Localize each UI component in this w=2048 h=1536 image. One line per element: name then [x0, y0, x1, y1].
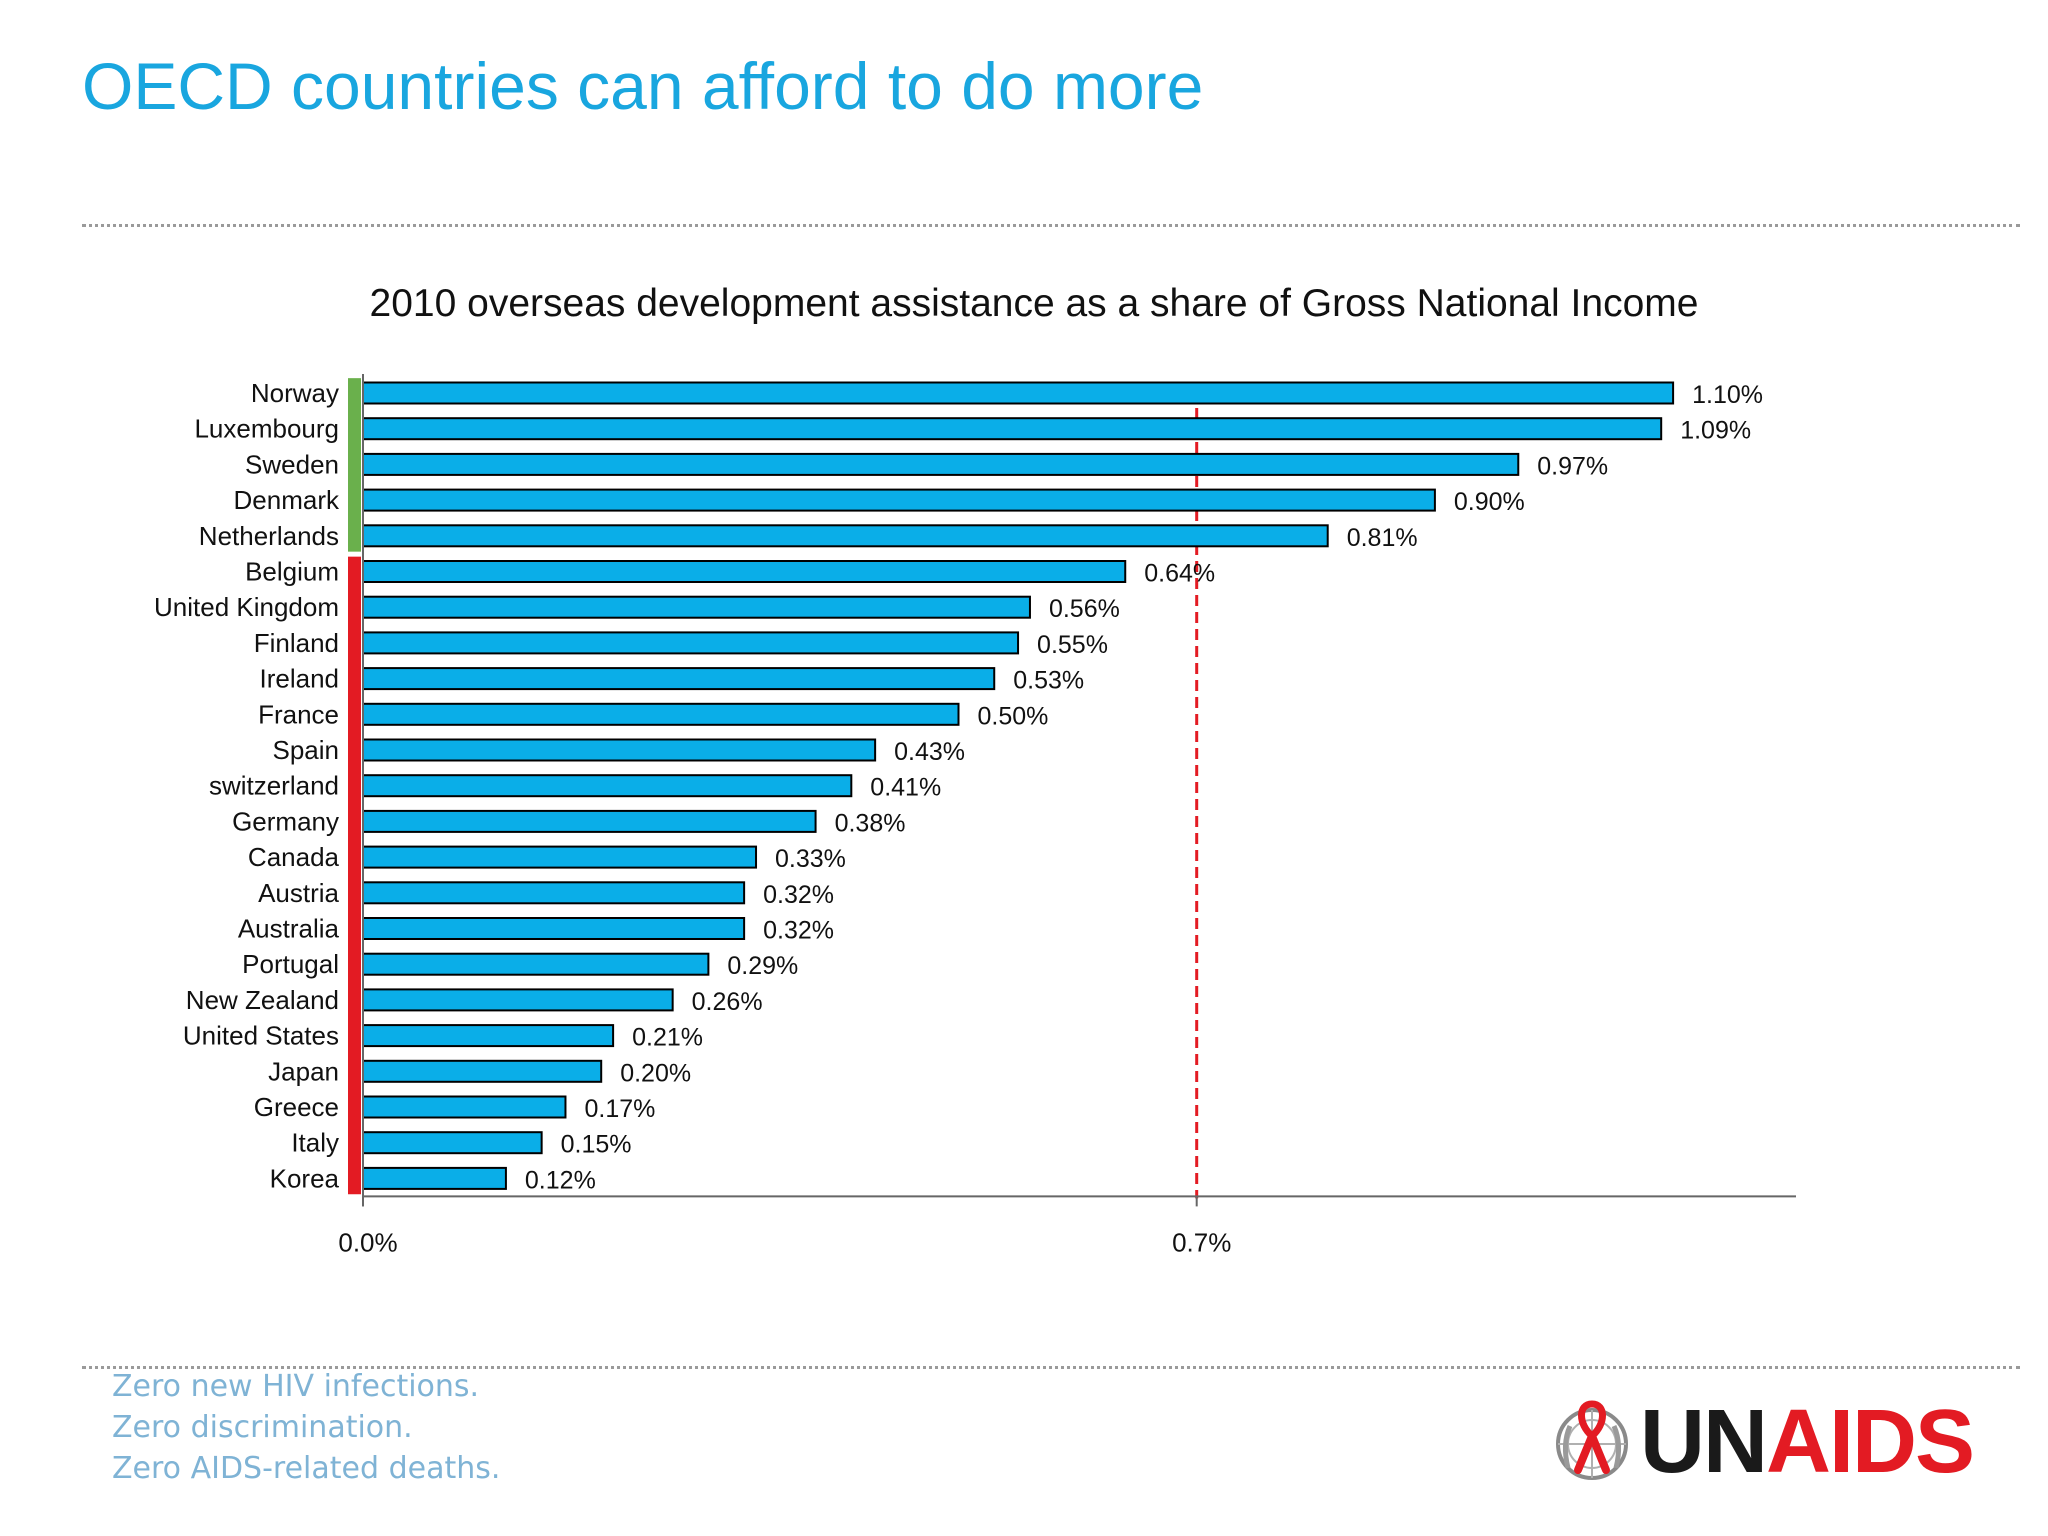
bar-switzerland [362, 774, 853, 798]
logo-text-aids: AIDS [1766, 1392, 1975, 1492]
unaids-logo: UNAIDS [1548, 1392, 1975, 1492]
bar-norway [362, 381, 1675, 405]
value-label: 0.50% [978, 702, 1049, 730]
category-label: Spain [273, 735, 340, 765]
value-label: 1.10% [1692, 381, 1763, 409]
bar-australia [362, 917, 746, 940]
bar-united-states [362, 1024, 615, 1048]
category-label: Belgium [245, 557, 339, 587]
value-label: 0.17% [584, 1095, 655, 1123]
group-marker-0 [348, 378, 361, 552]
category-label: United States [183, 1021, 339, 1051]
category-label: Denmark [234, 485, 340, 515]
category-label: Luxembourg [194, 414, 339, 444]
bar-germany [362, 809, 817, 833]
x-tick-label: 0.7% [1172, 1227, 1231, 1257]
category-label: Canada [248, 842, 340, 872]
bar-greece [362, 1095, 567, 1119]
value-label: 0.12% [525, 1166, 596, 1194]
category-label: France [258, 699, 339, 729]
category-label: Norway [251, 378, 339, 408]
chart-title: 2010 overseas development assistance as … [370, 282, 1699, 325]
bar-ireland [362, 667, 996, 691]
bar-luxembourg [362, 417, 1663, 441]
bar-france [362, 702, 960, 726]
category-label: Sweden [245, 449, 339, 479]
category-label: Korea [270, 1163, 340, 1193]
tagline-line-3: Zero AIDS-related deaths. [112, 1451, 501, 1486]
logo-text-un: UN [1640, 1392, 1768, 1492]
category-label: Germany [232, 806, 339, 836]
value-label: 0.29% [727, 952, 798, 980]
value-label: 0.53% [1013, 667, 1084, 695]
category-label: Japan [268, 1056, 339, 1086]
bar-italy [362, 1131, 543, 1155]
value-label: 0.56% [1049, 595, 1120, 623]
value-label: 0.81% [1347, 524, 1418, 552]
value-label: 0.90% [1454, 488, 1525, 516]
bottom-divider [82, 1366, 2020, 1369]
bar-netherlands [362, 524, 1329, 548]
value-label: 0.32% [763, 881, 834, 909]
category-label: Finland [254, 628, 339, 658]
category-label: Netherlands [199, 521, 339, 551]
value-label: 0.26% [692, 988, 763, 1016]
footer-tagline: Zero new HIV infections. Zero discrimina… [112, 1366, 500, 1489]
value-label: 0.20% [620, 1059, 691, 1087]
bar-finland [362, 631, 1020, 655]
tagline-line-2: Zero discrimination. [112, 1410, 413, 1445]
logo-wordmark: UNAIDS [1640, 1392, 1975, 1492]
value-label: 0.64% [1144, 560, 1215, 588]
value-label: 0.21% [632, 1024, 703, 1052]
slide-title: OECD countries can afford to do more [82, 49, 1204, 123]
category-label: Portugal [242, 949, 339, 979]
category-label: Greece [254, 1092, 339, 1122]
un-emblem-ribbon-icon [1556, 1400, 1628, 1480]
value-label: 0.33% [775, 845, 846, 873]
group-marker-1 [348, 556, 361, 1195]
category-label: Australia [238, 914, 340, 944]
bar-sweden [362, 452, 1520, 476]
bar-korea [362, 1166, 507, 1190]
value-label: 1.09% [1680, 417, 1751, 445]
category-label: Austria [258, 878, 339, 908]
bar-canada [362, 845, 758, 869]
value-label: 0.38% [835, 809, 906, 837]
bar-denmark [362, 488, 1436, 512]
value-label: 0.15% [561, 1131, 632, 1159]
value-label: 0.97% [1537, 452, 1608, 480]
category-label: United Kingdom [154, 592, 339, 622]
tagline-line-1: Zero new HIV infections. [112, 1369, 480, 1404]
bar-new-zealand [362, 988, 674, 1012]
value-label: 0.32% [763, 917, 834, 945]
category-label: Italy [291, 1128, 339, 1158]
value-label: 0.55% [1037, 631, 1108, 659]
top-divider [82, 224, 2020, 227]
x-tick-label: 0.0% [338, 1227, 397, 1257]
value-label: 0.43% [894, 738, 965, 766]
category-label: New Zealand [186, 985, 339, 1015]
bar-portugal [362, 952, 710, 976]
bar-chart: 2010 overseas development assistance as … [154, 282, 1796, 1257]
bar-belgium [362, 560, 1127, 583]
bar-austria [362, 881, 746, 905]
bar-japan [362, 1059, 603, 1083]
bar-spain [362, 738, 877, 762]
category-label: Ireland [260, 664, 340, 694]
value-label: 0.41% [870, 774, 941, 802]
category-label: switzerland [209, 771, 339, 801]
bar-united-kingdom [362, 595, 1031, 619]
